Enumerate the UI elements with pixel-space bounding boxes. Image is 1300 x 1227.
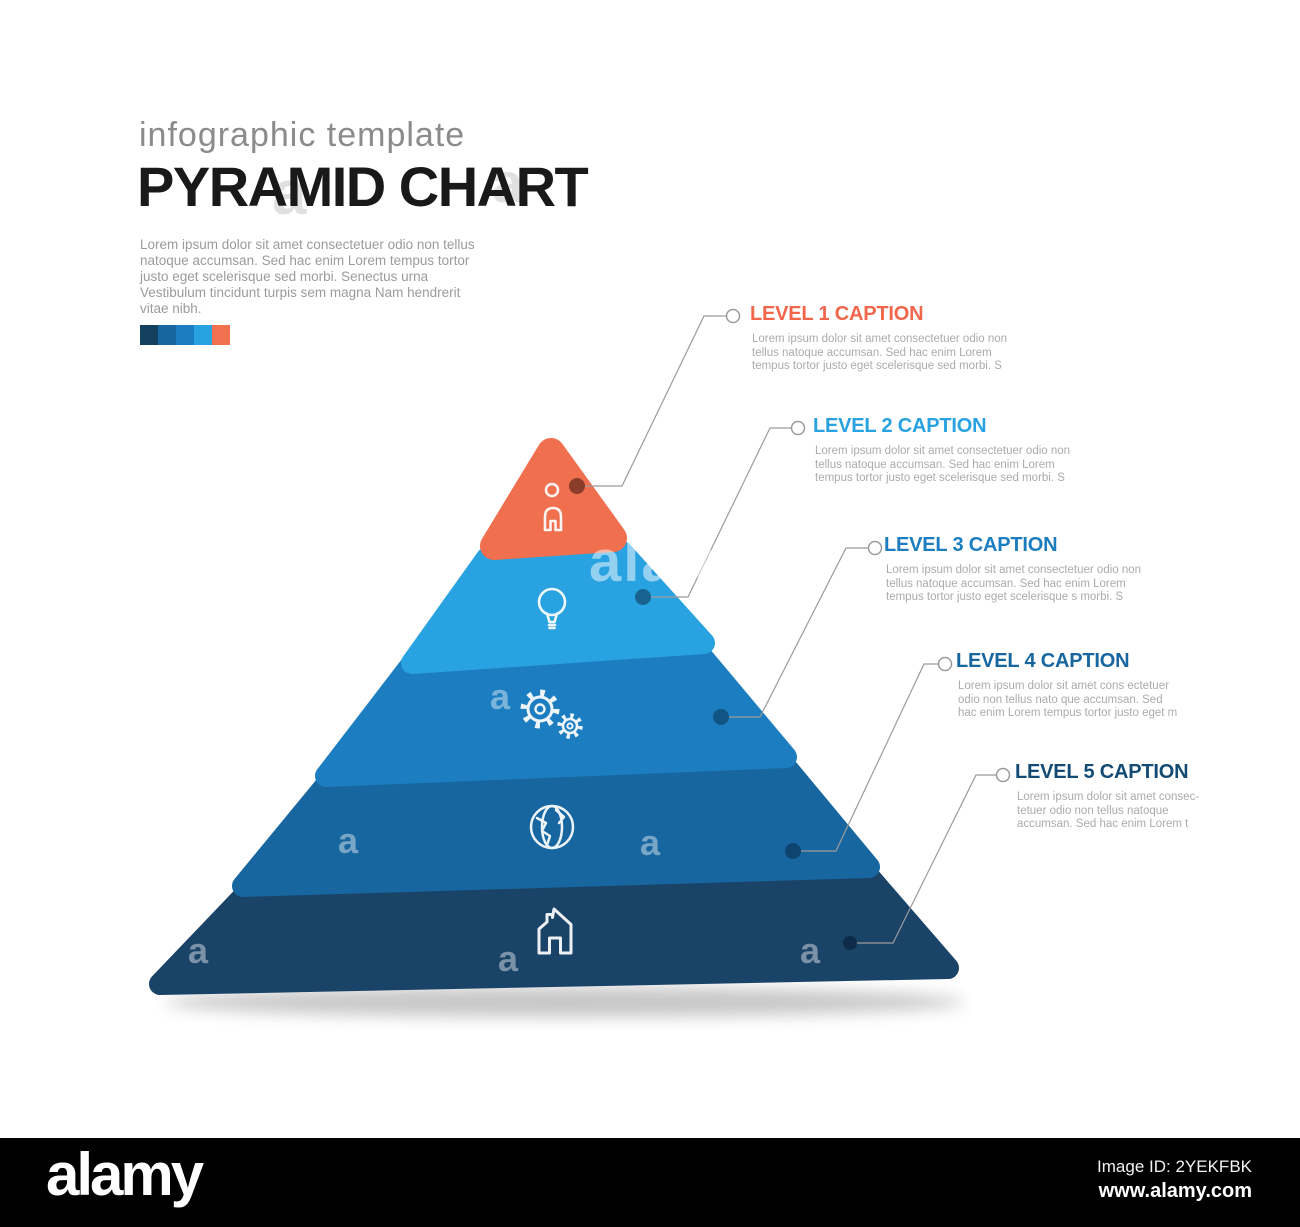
connector-dots bbox=[569, 478, 857, 950]
caption-circles bbox=[725, 308, 1011, 783]
legend-swatch-2 bbox=[158, 325, 176, 345]
caption-circle-5 bbox=[995, 767, 1011, 783]
level-1-caption-title: LEVEL 1 CAPTION bbox=[750, 303, 924, 325]
pyramid-shadow bbox=[165, 987, 965, 1017]
level-5-caption-title: LEVEL 5 CAPTION bbox=[1015, 761, 1189, 783]
page-title: PYRAMID CHART bbox=[137, 155, 589, 218]
connector-dot-4 bbox=[785, 843, 801, 859]
level-4-caption-title: LEVEL 4 CAPTION bbox=[956, 650, 1130, 672]
level-3-caption-body: Lorem ipsum dolor sit amet consectetuer … bbox=[886, 564, 1142, 603]
connector-dot-2 bbox=[635, 589, 651, 605]
level-5-caption-block: LEVEL 5 CAPTION Lorem ipsum dolor sit am… bbox=[1015, 761, 1203, 832]
level-2-caption-title: LEVEL 2 CAPTION bbox=[813, 415, 987, 437]
level-2-caption-block: LEVEL 2 CAPTION Lorem ipsum dolor sit am… bbox=[813, 415, 1071, 486]
alamy-info-bar: alamy Image ID: 2YEKFBK www.alamy.com bbox=[0, 1138, 1300, 1227]
alamy-logo: alamy bbox=[46, 1141, 204, 1208]
level-1-caption-block: LEVEL 1 CAPTION Lorem ipsum dolor sit am… bbox=[750, 303, 1008, 374]
legend-swatch-1 bbox=[140, 325, 158, 345]
lightbulb-icon bbox=[537, 587, 567, 630]
alamy-url: www.alamy.com bbox=[1098, 1180, 1252, 1202]
house-icon bbox=[537, 907, 573, 955]
pyramid-layer-1 bbox=[480, 438, 627, 560]
image-id-label: Image ID: 2YEKFBK bbox=[1097, 1157, 1252, 1176]
level-1-caption-body: Lorem ipsum dolor sit amet consectetuer … bbox=[752, 333, 1008, 372]
connector-dot-1 bbox=[569, 478, 585, 494]
connector-line-5 bbox=[850, 774, 996, 944]
connector-line-3 bbox=[721, 547, 868, 718]
connector-line-1 bbox=[577, 315, 726, 487]
connector-dot-3 bbox=[713, 709, 729, 725]
level-4-caption-block: LEVEL 4 CAPTION Lorem ipsum dolor sit am… bbox=[956, 650, 1184, 721]
legend-swatch-4 bbox=[194, 325, 212, 345]
color-legend bbox=[140, 325, 230, 345]
level-3-caption-title: LEVEL 3 CAPTION bbox=[884, 534, 1058, 556]
intro-paragraph: Lorem ipsum dolor sit amet consectetuer … bbox=[140, 237, 475, 316]
legend-swatch-5 bbox=[212, 325, 230, 345]
level-4-caption-body: Lorem ipsum dolor sit amet cons ectetuer… bbox=[958, 680, 1178, 719]
connector-dot-5 bbox=[843, 936, 857, 950]
connector-lines bbox=[577, 315, 996, 944]
infographic-subtitle: infographic template bbox=[139, 116, 466, 154]
globe-icon bbox=[529, 804, 575, 850]
pyramid-layer-2 bbox=[401, 541, 715, 674]
connector-line-4 bbox=[793, 663, 938, 852]
caption-circle-2 bbox=[790, 420, 806, 436]
level-2-caption-body: Lorem ipsum dolor sit amet consectetuer … bbox=[815, 445, 1071, 484]
level-5-caption-body: Lorem ipsum dolor sit amet consec- tetue… bbox=[1017, 791, 1200, 830]
person-icon bbox=[543, 482, 563, 532]
connector-line-2 bbox=[643, 427, 791, 598]
caption-circle-4 bbox=[937, 656, 953, 672]
caption-circle-3 bbox=[867, 540, 883, 556]
gears-icon bbox=[520, 689, 583, 739]
legend-swatch-3 bbox=[176, 325, 194, 345]
caption-circle-1 bbox=[725, 308, 741, 324]
level-3-caption-block: LEVEL 3 CAPTION Lorem ipsum dolor sit am… bbox=[884, 534, 1142, 605]
